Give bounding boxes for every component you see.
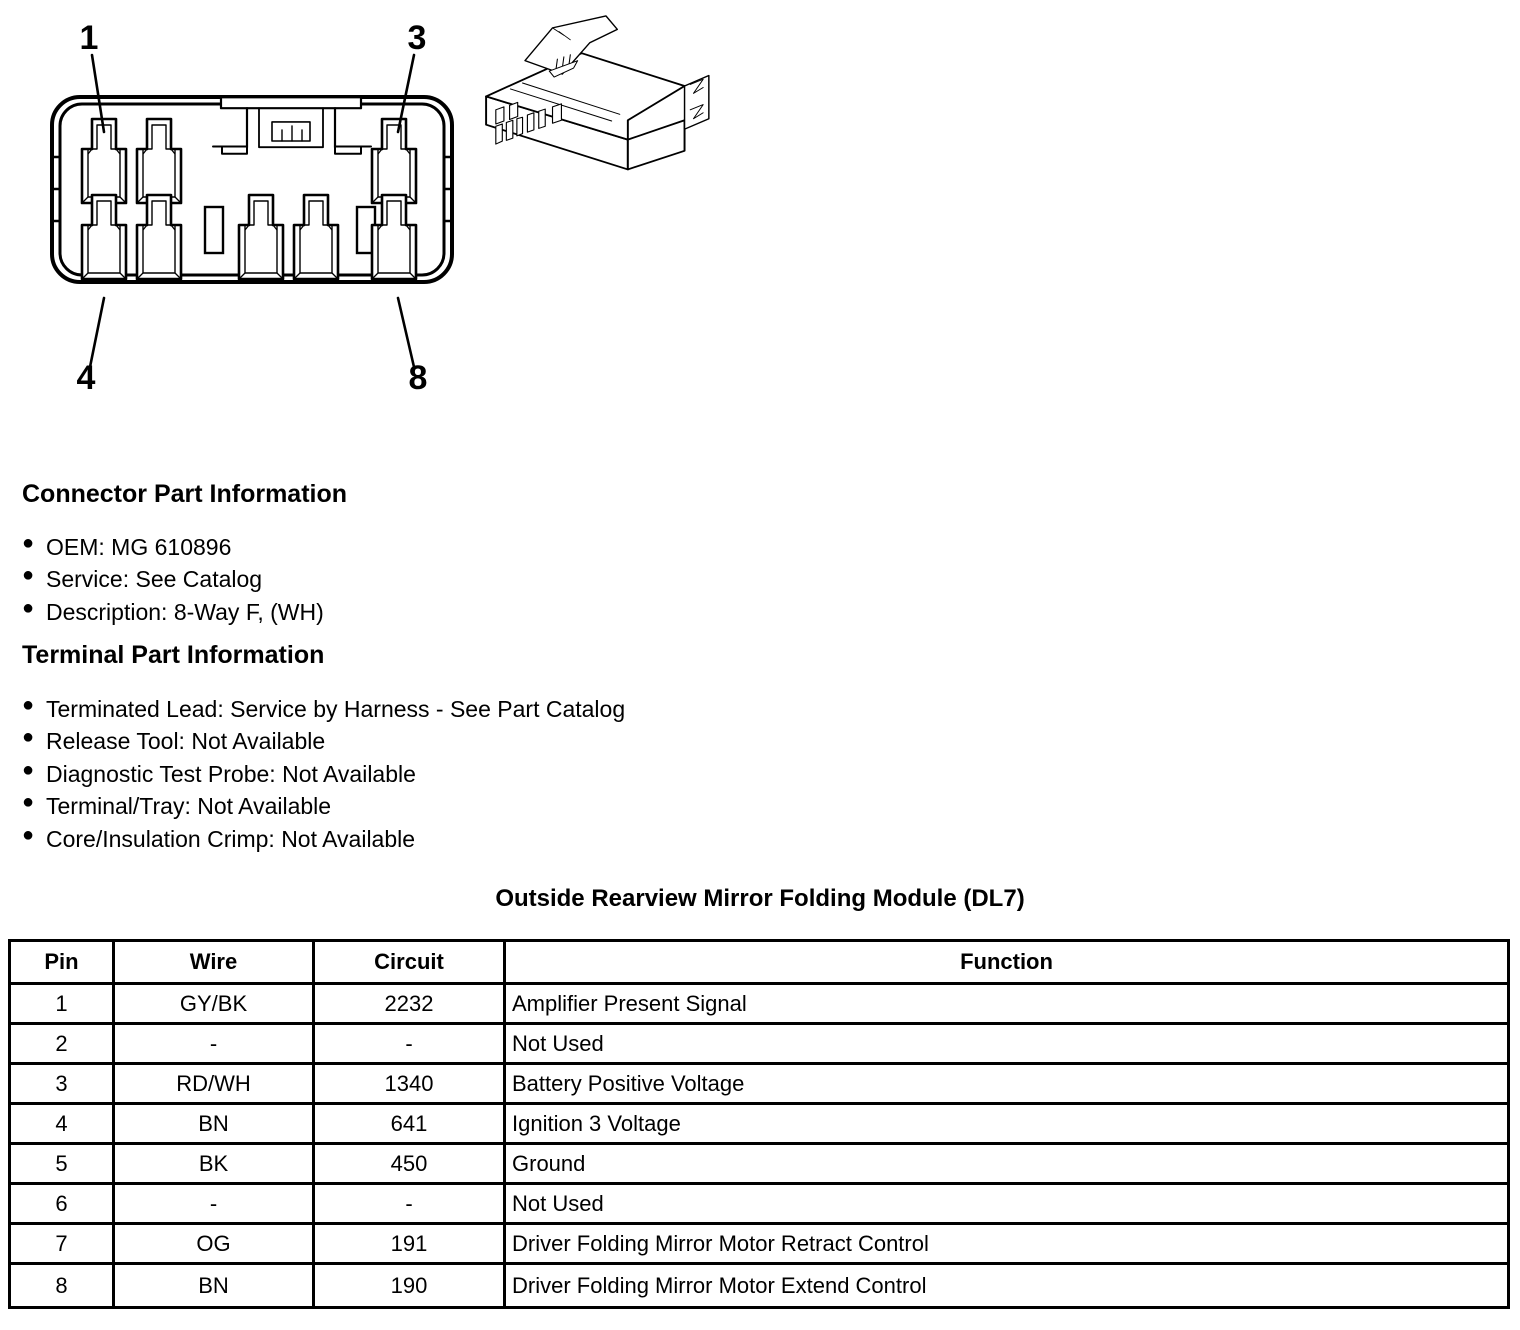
- svg-text:4: 4: [77, 359, 96, 397]
- svg-text:3: 3: [408, 22, 427, 57]
- svg-text:8: 8: [409, 359, 428, 397]
- svg-text:1: 1: [80, 22, 99, 57]
